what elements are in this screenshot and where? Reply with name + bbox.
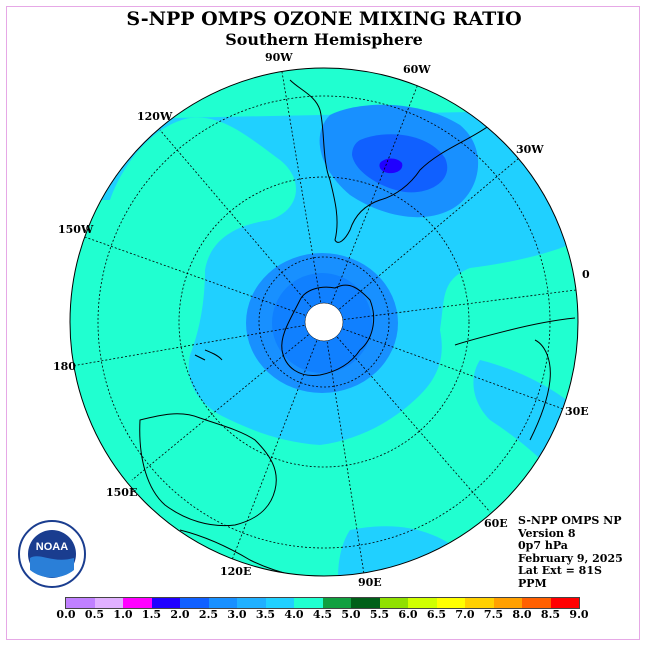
color-scale-segment [151,598,180,608]
map-title: S-NPP OMPS OZONE MIXING RATIO [126,8,522,30]
color-scale-segment [465,598,494,608]
color-scale-tick-label: 8.5 [540,608,561,621]
lon-label-90w: 90W [265,51,293,64]
lon-label-150e: 150E [106,486,138,499]
lon-label-60e: 60E [484,517,508,530]
lon-label-150w: 150W [58,223,94,236]
color-scale-segment [265,598,294,608]
color-scale-tick-label: 1.5 [141,608,162,621]
color-scale-tick-label: 7.0 [455,608,475,621]
color-scale-segment [66,598,95,608]
color-scale-segment [522,598,551,608]
color-scale-segment [237,598,266,608]
info-instrument: S-NPP OMPS NP [518,514,622,527]
lon-label-0: 0 [582,268,590,281]
color-scale-tick-label: 4.0 [284,608,304,621]
coastlines [139,79,576,576]
map-subtitle: Southern Hemisphere [225,30,423,49]
ozone-max-spot [379,158,403,174]
color-scale-segment [208,598,237,608]
color-scale-tick-label: 2.5 [198,608,219,621]
noaa-logo: NOAA [18,520,86,588]
lon-label-120w: 120W [137,110,173,123]
color-scale-segment [379,598,408,608]
logo-text: NOAA [36,541,68,553]
color-scale-tick-label: 9.0 [569,608,589,621]
australia-coast [139,413,277,527]
color-scale-segment [294,598,323,608]
color-scale-tick-label: 4.5 [312,608,333,621]
color-scale-bar [65,597,580,609]
south-america-coast [289,79,491,243]
color-scale-tick-label: 7.5 [483,608,504,621]
lon-label-120e: 120E [220,565,252,578]
color-scale-tick-label: 3.5 [255,608,276,621]
color-scale-tick-label: 5.0 [341,608,361,621]
info-pressure-level: 0p7 hPa [518,539,568,552]
map-boundary [69,67,579,577]
color-scale-segment [180,598,209,608]
color-scale-tick-label: 2.0 [170,608,190,621]
color-scale-tick-label: 5.5 [369,608,390,621]
color-scale-tick-label: 6.5 [426,608,447,621]
lon-label-180: 180 [53,360,76,373]
color-scale-segment [322,598,351,608]
color-scale-tick-label: 8.0 [512,608,532,621]
lon-label-30w: 30W [516,143,544,156]
lon-label-60w: 60W [403,63,431,76]
color-scale-segment [123,598,152,608]
color-scale-segment [493,598,522,608]
africa-coast [454,317,576,441]
pole-no-data [304,302,344,342]
color-scale-segment [550,598,579,608]
lon-label-90e: 90E [358,576,382,589]
graticule [71,71,577,575]
color-scale-tick-label: 3.0 [227,608,247,621]
figure-frame [6,6,640,640]
antarctica-coast [281,284,375,377]
info-date: February 9, 2025 [518,551,623,565]
lon-label-30e: 30E [565,405,589,418]
color-scale-tick-label: 0.5 [84,608,105,621]
color-scale-tick-label: 1.0 [113,608,133,621]
color-scale-tick-label: 6.0 [398,608,418,621]
product-info: S-NPP OMPS NP Version 8 0p7 hPa February… [518,514,623,590]
color-scale-segment [436,598,465,608]
color-scale-segment [408,598,437,608]
info-version: Version 8 [518,526,576,540]
color-scale-segment [351,598,380,608]
info-units: PPM [518,576,547,590]
new-zealand-coast [194,349,223,361]
info-lat-extent: Lat Ext = 81S [518,564,602,577]
color-scale-segment [94,598,123,608]
color-scale-tick-label: 0.0 [56,608,76,621]
